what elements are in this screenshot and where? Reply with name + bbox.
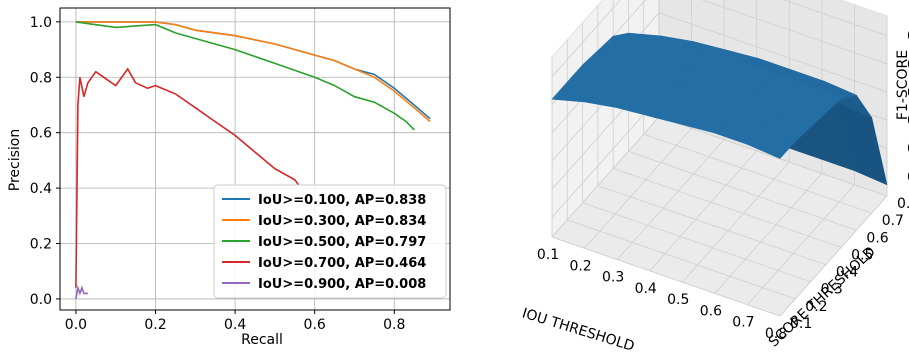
surface-cell: [746, 126, 796, 159]
y-tick-label: 0.2: [805, 299, 827, 315]
series-line-2: [75, 21, 415, 131]
legend-box: [213, 184, 447, 299]
surface: [551, 32, 888, 186]
grid-line: [551, 116, 660, 238]
x-tick-label: 0.1: [537, 247, 559, 263]
x-tick-label: 0.6: [700, 303, 722, 319]
grid-line: [551, 236, 781, 317]
grid-line: [643, 133, 872, 214]
grid-line: [616, 139, 725, 260]
z-tick-label: 0.5: [907, 85, 909, 101]
grid-line: [567, 219, 796, 300]
x-tick-label: 0.3: [602, 270, 624, 286]
series-line-3: [75, 67, 300, 288]
grid-line: [782, 0, 888, 37]
y-tick-label: 0.3: [821, 282, 843, 298]
z-tick-label: 0.2: [907, 169, 909, 185]
grid-line: [584, 128, 692, 249]
x-tick-label: 0.8: [383, 317, 405, 333]
x-tick-label: 0.7: [732, 315, 754, 331]
grid-line: [613, 168, 842, 248]
grid-line: [701, 0, 888, 65]
y-tick-label: 0.8: [30, 70, 52, 86]
legend-label: IoU>=0.100, AP=0.838: [258, 193, 426, 208]
y-tick-label: 0.1: [790, 316, 812, 332]
y-tick-label: 0.6: [30, 126, 52, 142]
x-tick-label: 0.4: [635, 281, 657, 297]
legend-label: IoU>=0.900, AP=0.008: [258, 277, 426, 292]
legend-label: IoU>=0.300, AP=0.834: [258, 214, 426, 229]
grid-line: [658, 12, 888, 93]
precision-recall-chart: 0.0 0.2 0.4 0.6 0.8 0.0 0.2 0.4 0.6 0.8 1.0 Recal…: [7, 7, 451, 348]
grid-line: [658, 116, 888, 197]
grid-line: [714, 173, 823, 294]
y-tick-label: 0.2: [30, 237, 52, 253]
y-axis-label: Precision: [7, 129, 23, 191]
x-tick-label: 0.0: [65, 317, 87, 333]
x-tick-label: 0.8: [765, 326, 787, 342]
x-tick-labels: 0.0 0.2 0.4 0.6 0.8: [65, 310, 405, 333]
x-tick-label: 0.5: [667, 292, 689, 308]
grid-line: [597, 185, 826, 265]
grid-line: [582, 202, 811, 283]
grid-line: [779, 195, 888, 317]
series-line-4: [75, 284, 88, 300]
z-axis-label: F1-SCORE: [895, 50, 909, 120]
f1-surface-chart: 0.10.20.30.40.50.60.70.80.10.20.30.40.50…: [520, 0, 909, 352]
x-axis-label: Recall: [241, 332, 283, 348]
series-line-1: [75, 21, 431, 123]
grid-line: [649, 150, 758, 272]
x-axis-label: IOU THRESHOLD: [520, 305, 636, 352]
x-tick-label: 0.2: [569, 258, 591, 274]
x-tick-label: 0.4: [224, 317, 246, 333]
plot-frame: [59, 7, 451, 311]
y-tick-label: 1.0: [30, 15, 52, 31]
y-tick-label: 0.7: [882, 213, 904, 229]
x-tick-label: 0.6: [304, 317, 326, 333]
x-tick-label: 0.2: [144, 317, 166, 333]
y-tick-label: 0.0: [30, 292, 52, 308]
y-tick-label: 0.6: [866, 230, 888, 246]
legend: IoU>=0.100, AP=0.838 IoU>=0.300, AP=0.834…: [213, 184, 447, 299]
z-tick-label: 0.4: [907, 113, 909, 129]
y-tick-labels: 0.0 0.2 0.4 0.6 0.8 1.0: [30, 15, 60, 308]
grid-line: [747, 184, 855, 305]
grid-line: [628, 150, 857, 231]
series-lines: [75, 21, 431, 300]
y-tick-label: 0.5: [851, 247, 873, 263]
legend-label: IoU>=0.700, AP=0.464: [258, 256, 426, 271]
legend-label: IoU>=0.500, AP=0.797: [258, 235, 426, 250]
y-tick-label: 0.8: [897, 196, 909, 212]
grid-line: [551, 97, 660, 218]
z-tick-label: 0.6: [907, 57, 909, 73]
z-tick-label: 0.3: [907, 141, 909, 157]
y-tick-label: 0.4: [30, 181, 52, 197]
y-tick-label: 0.4: [836, 265, 858, 281]
axis-ticks: 0.10.20.30.40.50.60.70.80.10.20.30.40.50…: [537, 29, 909, 342]
grid-line: [551, 0, 621, 77]
z-tick-label: 0.7: [907, 29, 909, 45]
grid-line: [681, 161, 790, 283]
